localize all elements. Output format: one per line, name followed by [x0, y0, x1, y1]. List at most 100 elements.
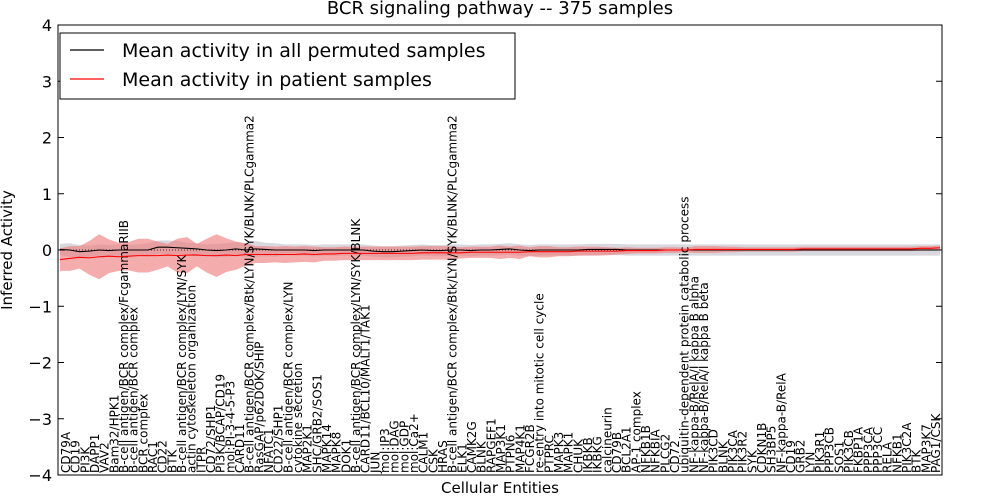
entity-label: PIK3CD: [707, 429, 721, 473]
legend: Mean activity in all permuted samples Me…: [59, 32, 516, 100]
entity-label: mol:DAG: [388, 420, 402, 473]
entity-label: CDKN1B: [755, 423, 769, 473]
activity-bands: [60, 234, 940, 280]
entity-label: B-cell antigen/BCR complex/LYN: [281, 281, 295, 473]
entity-label: calcineurin: [600, 407, 614, 473]
entity-label: HRAS: [436, 440, 450, 473]
entity-label: CD79A: [59, 431, 73, 473]
entity-label: PIK3CA: [726, 429, 740, 473]
chart-title: BCR signaling pathway -- 375 samples: [327, 0, 673, 19]
entity-label: PIK3C2A: [900, 422, 914, 473]
entity-label: CSK: [426, 448, 440, 473]
entity-label: FKBP1A: [852, 426, 866, 473]
entity-label: CD19: [784, 440, 798, 473]
entity-label: GRB2: [794, 439, 808, 473]
entity-label: CARD11: [233, 424, 247, 473]
entity-label: PI3K: [78, 446, 92, 473]
entity-label: NFKB1B: [639, 425, 653, 473]
entity-label: CAMK2G: [465, 421, 479, 473]
entity-label: Bam32/HPK1: [107, 395, 121, 473]
entity-label: PIK3R1: [813, 431, 827, 473]
entity-label: LYN: [803, 452, 817, 473]
y-tick-label: −1: [28, 297, 52, 316]
band-patient: [60, 234, 940, 280]
entity-label: SH3BP5: [765, 426, 779, 473]
entity-label: B-cell antigen/BCR complex/Btk/LYN/SYK/B…: [446, 115, 460, 473]
entity-label: ubiquitin-dependent protein catabolic pr…: [678, 197, 692, 473]
entity-label: mol:Ca2+: [407, 413, 421, 473]
entity-label: PPP3CB: [823, 427, 837, 473]
legend-frame: [59, 32, 516, 100]
y-tick-label: 1: [42, 185, 52, 204]
entity-label: B-cell antigen/BCR complex/LYN/SYK/BLNK: [349, 218, 363, 473]
entity-label: SOS1: [832, 441, 846, 473]
entity-label: NFKBIA: [649, 428, 663, 473]
entity-label: B-cell antigen/BCR complex/FcgammaRIIB: [117, 220, 131, 473]
entity-label: CD22/SHP1: [272, 405, 286, 473]
entity-label: AP-1 complex: [629, 391, 643, 473]
entity-label: BLNK: [475, 440, 489, 473]
entity-label: CD72: [668, 440, 682, 473]
entity-label: MAPK8: [330, 432, 344, 473]
y-tick-label: 3: [42, 72, 52, 91]
entity-label: SHC/GRB2/SOS1: [310, 374, 324, 473]
entity-label: cytokine secretion: [291, 363, 305, 473]
entity-label: BTK: [910, 448, 924, 473]
entity-label: PTPN6: [504, 435, 518, 473]
y-tick-label: −4: [28, 466, 52, 485]
y-tick-label: 4: [42, 16, 52, 35]
entity-label: FCGR2B: [523, 424, 537, 473]
entity-label: mol:IP3: [378, 428, 392, 473]
entity-label: JUN: [368, 452, 382, 474]
entity-label: MAP2K1: [301, 424, 315, 473]
entity-label: MAPK1: [562, 432, 576, 473]
entity-label: CD72/SHP1: [204, 405, 218, 473]
entity-label: RasGAP/p62DOK/SHIP: [252, 342, 266, 473]
entity-label: MAPK14: [320, 424, 334, 473]
entity-label: actin cytoskeleton organization: [185, 285, 199, 473]
entity-label: PIK3R2: [736, 431, 750, 473]
entity-label: IKBKB: [581, 437, 595, 473]
entity-label: mol:PI-3-4-5-P3: [223, 381, 237, 473]
entity-label: CD79B: [610, 432, 624, 473]
y-axis-ticks: −4 −3 −2 −1 0 1 2 3 4: [28, 16, 942, 485]
y-tick-label: 2: [42, 129, 52, 148]
entity-label: RAC1: [146, 441, 160, 473]
y-tick-label: −2: [28, 354, 52, 373]
y-axis-title: Inferred Activity: [0, 190, 16, 310]
entity-label: MAPK3: [552, 432, 566, 473]
entity-label: PI3K/BCAP/CD19: [214, 374, 228, 473]
legend-label-patient: Mean activity in patient samples: [122, 69, 432, 91]
entity-label: NF-kappa-B/RelA: [774, 372, 788, 473]
entity-label: IKBKG: [591, 436, 605, 473]
y-tick-label: 0: [42, 241, 52, 260]
entity-label: RELA: [881, 441, 895, 473]
entity-label: SYK: [745, 449, 759, 473]
entity-label: ELK1: [455, 443, 469, 473]
entity-label: B-cell antigen/BCR complex/Btk/LYN/SYK/B…: [243, 115, 257, 473]
entity-label: VAV2: [98, 442, 112, 473]
entity-label: BCL2A1: [620, 426, 634, 473]
entity-label: DOK1: [339, 439, 353, 473]
entity-label: CD22: [156, 440, 170, 473]
entity-label: MAP4K1: [513, 424, 527, 473]
entity-label: ITPR: [194, 447, 208, 473]
legend-label-permuted: Mean activity in all permuted samples: [122, 40, 485, 62]
entity-label: PLCG2: [658, 434, 672, 473]
line-patient: [59, 247, 941, 261]
entity-label: CALM1: [417, 432, 431, 473]
entity-label: re-entry into mitotic cell cycle: [533, 293, 547, 473]
entity-label: CARD11/BCL10/MALT1/TAK1: [359, 304, 373, 473]
entity-label: BCR complex: [136, 394, 150, 473]
entity-label: MAP3K7: [919, 424, 933, 473]
entity-label: CHUK: [571, 438, 585, 473]
x-axis-title: Cellular Entities: [441, 479, 559, 497]
entity-label: NF-kappa-B/RelA/I kappa B alpha: [687, 276, 701, 473]
entity-label: NF-kappa-B/RelA/I kappa B beta: [697, 282, 711, 473]
entity-label: BLNK: [716, 440, 730, 473]
activity-lines: [58, 246, 942, 261]
entity-label: PPP3CA: [861, 426, 875, 473]
entity-label: PAG1/CSK: [929, 413, 943, 473]
